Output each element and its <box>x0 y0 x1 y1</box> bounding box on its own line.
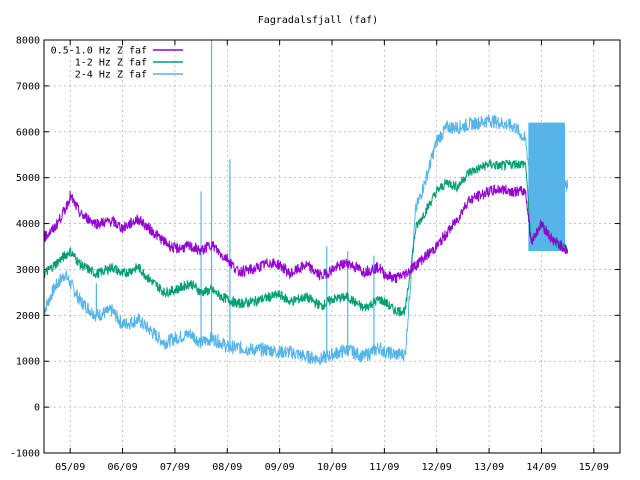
y-tick-label: 7000 <box>16 81 40 92</box>
chart-title: Fagradalsfjall (faf) <box>258 15 378 26</box>
x-tick-label: 13/09 <box>474 462 504 473</box>
y-tick-label: 1000 <box>16 357 40 368</box>
legend-label: 1-2 Hz Z faf <box>75 58 147 69</box>
x-tick-label: 08/09 <box>212 462 242 473</box>
x-tick-label: 07/09 <box>160 462 190 473</box>
x-tick-label: 15/09 <box>579 462 609 473</box>
x-tick-label: 05/09 <box>55 462 85 473</box>
y-tick-label: 5000 <box>16 173 40 184</box>
series-line-0 <box>43 184 569 284</box>
series-line-1 <box>43 159 569 318</box>
x-axis-ticks: 05/09 06/09 07/09 08/09 09/09 10/09 11/09 12/09… <box>55 40 609 473</box>
y-tick-label: 2000 <box>16 311 40 322</box>
y-tick-label: 8000 <box>16 36 40 47</box>
x-tick-label: 09/09 <box>265 462 295 473</box>
x-tick-label: 14/09 <box>526 462 556 473</box>
x-tick-label: 11/09 <box>369 462 399 473</box>
x-tick-label: 10/09 <box>317 462 347 473</box>
legend-label: 2-4 Hz Z faf <box>75 70 147 81</box>
plot-area <box>43 40 569 366</box>
x-tick-label: 06/09 <box>107 462 137 473</box>
y-tick-label: -1000 <box>10 449 40 460</box>
y-axis-ticks: -1000 0 1000 2000 3000 4000 5000 6000 7000 8000 <box>10 36 620 460</box>
y-tick-label: 0 <box>34 403 40 414</box>
series-line-2 <box>43 114 569 366</box>
x-tick-label: 12/09 <box>422 462 452 473</box>
legend-label: 0.5-1.0 Hz Z faf <box>51 46 147 57</box>
y-tick-label: 3000 <box>16 265 40 276</box>
plot-frame <box>43 39 621 454</box>
y-tick-label: 6000 <box>16 127 40 138</box>
y-tick-label: 4000 <box>16 219 40 230</box>
